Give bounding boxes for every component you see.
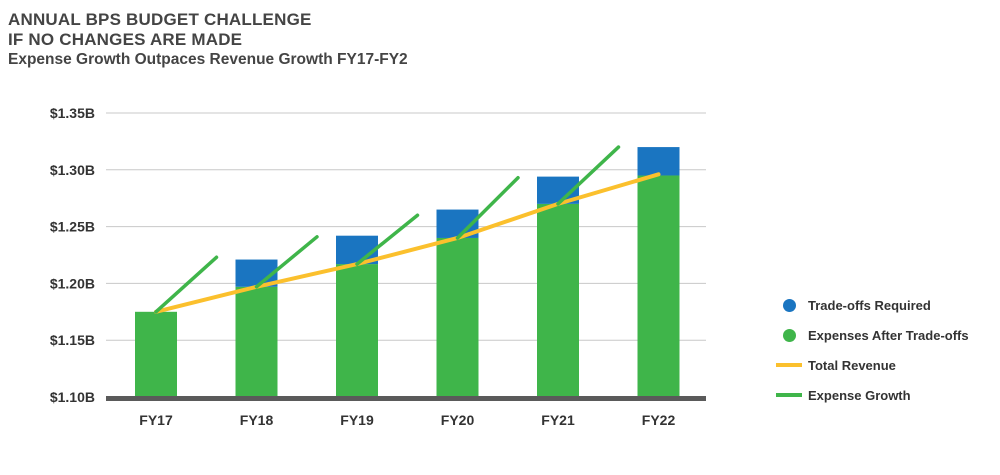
x-tick-label: FY20 [441,412,475,428]
y-tick-label: $1.15B [50,332,95,348]
bar-expenses-after-trade-offs [436,237,479,397]
legend-line-total-revenue [776,363,802,367]
legend-dot-expenses-after [782,328,796,342]
legend-label-total-revenue: Total Revenue [808,357,896,373]
expense-growth-segment [355,213,420,266]
x-tick-label: FY17 [139,412,173,428]
y-tick-label: $1.20B [50,275,95,291]
chart-legend: Trade-offs Required Expenses After Trade… [776,290,969,410]
y-tick-label: $1.30B [50,162,95,178]
legend-item-expense-growth: Expense Growth [776,380,969,410]
chart-subtitle: Expense Growth Outpaces Revenue Growth F… [8,51,408,68]
y-tick-label: $1.10B [50,389,95,405]
bar-expenses-after-trade-offs [637,175,680,397]
expense-growth-segment [556,145,621,206]
bar-expenses-after-trade-offs [336,264,378,397]
chart-title-line-1: ANNUAL BPS BUDGET CHALLENGE [8,10,312,29]
x-tick-label: FY19 [340,412,374,428]
x-tick-label: FY21 [541,412,575,428]
bar-expenses-after-trade-offs [537,203,579,397]
legend-dot-trade-offs [782,298,796,312]
chart-title-line-2: IF NO CHANGES ARE MADE [8,30,243,49]
x-tick-label: FY18 [240,412,274,428]
legend-label-trade-offs: Trade-offs Required [808,297,931,313]
bar-expenses-after-trade-offs [235,286,278,397]
legend-item-total-revenue: Total Revenue [776,350,969,380]
y-tick-label: $1.25B [50,219,95,235]
legend-item-trade-offs: Trade-offs Required [776,290,969,320]
bar-trade-offs-required [637,147,680,176]
expense-growth-segment [455,176,520,240]
total-revenue-line [154,172,661,314]
legend-line-expense-growth [776,393,802,397]
chart-title-block: ANNUAL BPS BUDGET CHALLENGE IF NO CHANGE… [8,10,408,70]
legend-label-expense-growth: Expense Growth [808,387,911,403]
legend-label-expenses-after: Expenses After Trade-offs [808,327,969,343]
x-axis-baseline [106,396,706,401]
bar-expenses-after-trade-offs [135,311,177,397]
expense-growth-segment [254,235,319,289]
x-tick-label: FY22 [642,412,676,428]
legend-item-expenses-after: Expenses After Trade-offs [776,320,969,350]
expense-growth-segment [154,255,219,314]
y-tick-label: $1.35B [50,105,95,121]
